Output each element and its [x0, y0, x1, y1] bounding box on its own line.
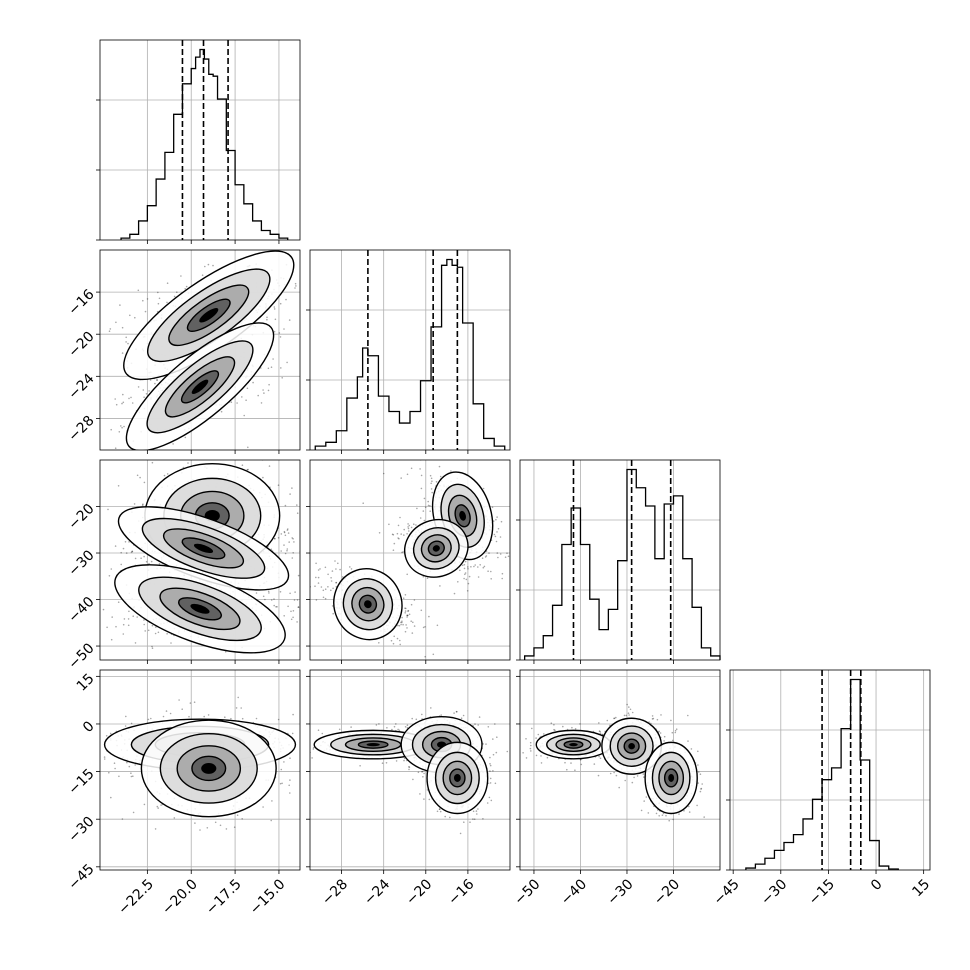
hist-panel-0 [96, 39, 301, 244]
contour-3-2-2-3 [663, 768, 679, 788]
contour-3-2-2-1 [651, 751, 691, 805]
density-peak-2-1-0 [459, 510, 467, 521]
contour-3-0-1-3 [191, 755, 227, 782]
density-panel-2-1 [306, 459, 511, 664]
density-peak-3-0-1 [201, 762, 217, 774]
contour-2-1-2-3 [358, 594, 378, 614]
histogram-0 [120, 48, 289, 240]
density-frame-3-1 [309, 669, 511, 871]
density-peak-1-0-1 [191, 379, 209, 395]
contour-3-1-2-0 [426, 741, 489, 815]
contour-2-1-2-2 [351, 586, 385, 622]
contour-3-2-2-2 [658, 760, 685, 796]
density-content-3-2 [520, 670, 720, 870]
hist-panel-1 [306, 249, 511, 454]
density-peak-3-1-2 [453, 773, 461, 782]
density-peak-2-0-2 [190, 603, 210, 614]
contour-3-2-1-2 [616, 732, 647, 760]
contour-3-0-1-2 [176, 745, 242, 792]
contour-1-0-1-2 [164, 356, 236, 418]
density-frame-3-0 [99, 669, 301, 871]
contour-1-0-1-1 [146, 340, 254, 434]
density-frame-2-0 [99, 459, 301, 661]
density-content-2-1 [310, 460, 510, 660]
contour-2-1-1-1 [412, 527, 460, 570]
contour-2-0-1-2 [162, 528, 245, 569]
contour-1-0-0-2 [168, 284, 250, 347]
density-peak-1-0-0 [199, 308, 219, 323]
density-peak-2-0-1 [193, 543, 214, 554]
contour-2-1-2-1 [342, 578, 394, 631]
contour-3-2-1-3 [623, 738, 640, 754]
density-panel-3-1 [306, 669, 511, 874]
hist-frame-0 [99, 39, 301, 241]
contour-2-0-2-0 [114, 564, 286, 654]
contour-1-0-1-0 [125, 322, 275, 450]
contour-3-2-1-1 [609, 725, 654, 767]
contour-3-1-2-1 [434, 751, 480, 805]
density-panel-3-0 [96, 669, 301, 874]
density-frame-1-0 [99, 249, 301, 451]
contour-2-1-1-0 [404, 518, 469, 578]
hist-frame-1 [309, 249, 511, 451]
contour-2-1-0-2 [447, 494, 478, 538]
contour-2-0-1-1 [141, 517, 266, 579]
contour-3-1-2-3 [449, 768, 466, 788]
density-peak-3-2-1 [628, 743, 635, 750]
contour-3-1-2-2 [442, 760, 473, 796]
contour-3-2-0-1 [546, 733, 601, 756]
density-panel-1-0 [96, 249, 301, 454]
panel-layer: −22.5 −20.0 −17.5 −15.0 −28 −24 −20 −16 −50 −40 −3… [65, 39, 933, 918]
contour-2-0-2-2 [159, 587, 241, 631]
density-content-3-1 [310, 670, 510, 870]
histogram-2 [524, 468, 721, 660]
hist-frame-2 [519, 459, 721, 661]
contour-2-0-1-3 [181, 537, 226, 560]
contour-2-0-2-1 [138, 576, 262, 642]
hist-panel-2 [516, 459, 721, 664]
density-peak-2-1-1 [432, 545, 440, 552]
contour-3-0-1-0 [140, 719, 277, 818]
hist-frame-3 [729, 669, 931, 871]
density-peak-3-1-0 [366, 743, 380, 747]
contour-1-0-1-3 [180, 370, 220, 404]
contour-3-1-0-3 [357, 740, 389, 749]
contour-3-2-0-2 [555, 737, 592, 752]
contour-2-0-2-3 [178, 597, 222, 621]
density-content-1-0 [100, 250, 300, 450]
histogram-1 [314, 258, 506, 450]
density-frame-2-1 [309, 459, 511, 661]
density-peak-2-1-2 [364, 600, 372, 609]
density-panel-3-2 [516, 669, 721, 874]
density-frame-3-2 [519, 669, 721, 871]
density-content-3-0 [100, 670, 300, 870]
density-content-2-0 [100, 460, 300, 660]
contour-3-0-1-1 [159, 733, 258, 804]
contour-3-2-2-0 [644, 741, 698, 815]
contour-2-1-1-2 [420, 534, 452, 563]
density-peak-3-2-0 [569, 743, 578, 747]
density-panel-2-0 [96, 459, 301, 664]
hist-panel-3 [726, 669, 931, 874]
contour-2-1-2-0 [333, 568, 403, 641]
contour-1-0-0-3 [186, 298, 231, 333]
contour-3-2-0-3 [563, 740, 584, 749]
contour-2-1-1-3 [427, 540, 445, 557]
density-peak-3-2-2 [668, 773, 675, 782]
contour-2-1-0-3 [454, 504, 471, 528]
